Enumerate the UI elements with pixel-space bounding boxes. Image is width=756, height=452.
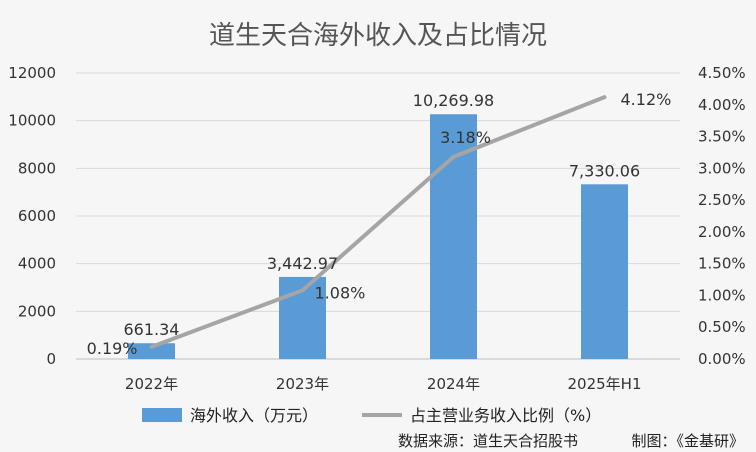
left-tick-label: 8000 [18,159,56,177]
bar-data-labels: 661.34 3,442.97 10,269.98 7,330.06 [124,91,641,339]
x-tick-label: 2025年H1 [568,375,642,393]
right-tick-label: 4.50% [698,64,746,82]
right-tick-label: 3.50% [698,128,746,146]
chart-title: 道生天合海外收入及占比情况 [209,21,547,51]
right-tick-label: 1.50% [698,255,746,273]
legend-line-label: 占主营业务收入比例（%） [410,406,601,425]
x-tick-label: 2022年 [125,375,178,393]
bar-series [128,114,628,359]
bar [128,343,175,359]
line-data-label: 0.19% [87,339,138,358]
x-axis-ticks: 2022年 2023年 2024年 2025年H1 [125,375,642,393]
left-tick-label: 6000 [18,207,56,225]
right-tick-label: 1.00% [698,286,746,304]
line-data-label: 3.18% [440,128,491,147]
left-tick-label: 0 [46,350,56,368]
left-axis-ticks: 0 2000 4000 6000 8000 10000 12000 [8,64,56,368]
left-tick-label: 12000 [8,64,56,82]
left-tick-label: 4000 [18,255,56,273]
gridlines [76,72,680,312]
line-series [149,95,607,349]
left-tick-label: 10000 [8,112,56,130]
left-tick-label: 2000 [18,302,56,320]
data-source: 数据来源：道生天合招股书 [398,432,578,450]
right-tick-label: 2.50% [698,191,746,209]
bar [581,184,628,359]
legend-bar-swatch [142,408,182,422]
right-tick-label: 0.50% [698,318,746,336]
bar-data-label: 7,330.06 [569,161,640,180]
bar-data-label: 10,269.98 [413,91,494,110]
chart-credit: 制图：《金基研》 [631,432,744,450]
legend-bar-label: 海外收入（万元） [190,406,318,425]
right-tick-label: 3.00% [698,159,746,177]
bar-data-label: 3,442.97 [267,254,338,273]
line-data-labels: 0.19% 1.08% 3.18% 4.12% [87,90,672,358]
line-data-label: 1.08% [315,283,366,302]
right-axis-ticks: 0.00% 0.50% 1.00% 1.50% 2.00% 2.50% 3.00% 3.50%… [698,64,746,368]
right-tick-label: 0.00% [698,350,746,368]
right-tick-label: 2.00% [698,223,746,241]
series-line [149,95,607,349]
x-tick-label: 2024年 [427,375,480,393]
legend: 海外收入（万元） 占主营业务收入比例（%） [142,406,601,425]
x-tick-label: 2023年 [276,375,329,393]
right-tick-label: 4.00% [698,96,746,114]
line-data-label: 4.12% [621,90,672,109]
bar-data-label: 661.34 [124,320,180,339]
